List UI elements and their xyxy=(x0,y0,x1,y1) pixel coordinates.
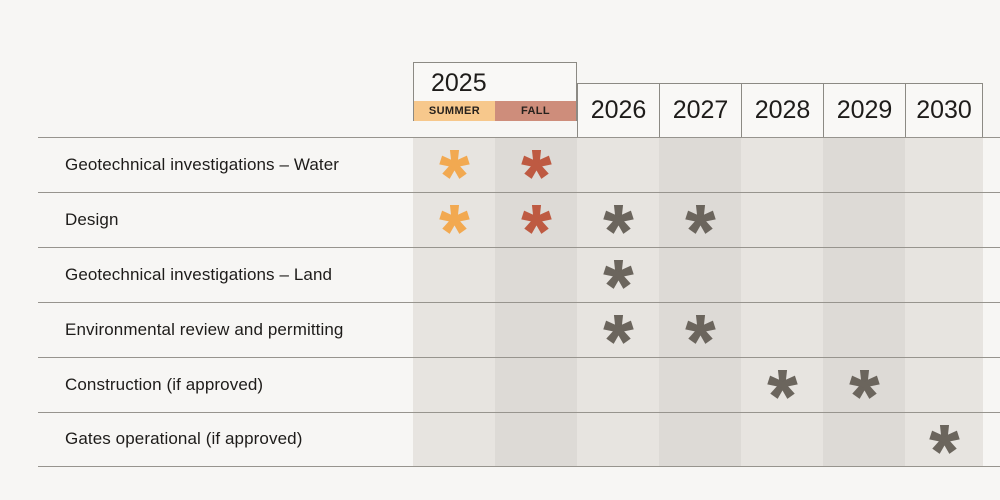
header-year-2030: 2030 xyxy=(905,84,983,137)
row-separator-line xyxy=(38,247,1000,248)
header-year-2029: 2029 xyxy=(823,84,905,137)
grid-column-2030 xyxy=(905,137,983,466)
grid-column-2029 xyxy=(823,137,905,466)
asterisk-mark-icon xyxy=(848,369,880,400)
header-2025-label: 2025 xyxy=(431,69,487,97)
header-season-fall: FALL xyxy=(495,101,576,121)
asterisk-mark-icon xyxy=(684,204,716,235)
activity-label: Geotechnical investigations – Water xyxy=(65,154,340,174)
activity-label: Gates operational (if approved) xyxy=(65,429,303,448)
activity-label: Design xyxy=(65,209,119,229)
asterisk-mark-icon xyxy=(684,314,716,345)
asterisk-mark-icon xyxy=(438,149,470,180)
asterisk-mark-icon xyxy=(602,314,634,345)
header-year-cells: 2026 2027 2028 2029 2030 xyxy=(577,83,983,137)
activity-label: Environmental review and permitting xyxy=(65,319,344,339)
asterisk-mark-icon xyxy=(766,369,798,400)
asterisk-mark-icon xyxy=(520,149,552,180)
activity-label: Construction (if approved) xyxy=(65,374,264,394)
header-year-2026: 2026 xyxy=(577,84,659,137)
grid-column-2028 xyxy=(741,137,823,466)
asterisk-mark-icon xyxy=(602,204,634,235)
row-separator-line xyxy=(38,192,1000,193)
header-season-summer: SUMMER xyxy=(414,101,495,121)
header-2025-box: 2025 SUMMER FALL xyxy=(413,62,577,121)
asterisk-mark-icon xyxy=(520,204,552,235)
grid-column-fall-2025 xyxy=(495,137,577,466)
row-separator-line xyxy=(38,412,1000,413)
grid-column-2027 xyxy=(659,137,741,466)
row-separator-line xyxy=(38,302,1000,303)
header-year-2028: 2028 xyxy=(741,84,823,137)
header-season-band: SUMMER FALL xyxy=(414,101,576,121)
header-year-2027: 2027 xyxy=(659,84,741,137)
row-separator-line xyxy=(38,466,1000,467)
asterisk-mark-icon xyxy=(438,204,470,235)
grid-column-2026 xyxy=(577,137,659,466)
row-separator-line xyxy=(38,357,1000,358)
activity-label: Geotechnical investigations – Land xyxy=(65,264,333,284)
asterisk-mark-icon xyxy=(928,424,960,455)
grid-column-summer-2025 xyxy=(413,137,495,466)
asterisk-mark-icon xyxy=(602,259,634,290)
row-separator-line xyxy=(38,137,1000,138)
